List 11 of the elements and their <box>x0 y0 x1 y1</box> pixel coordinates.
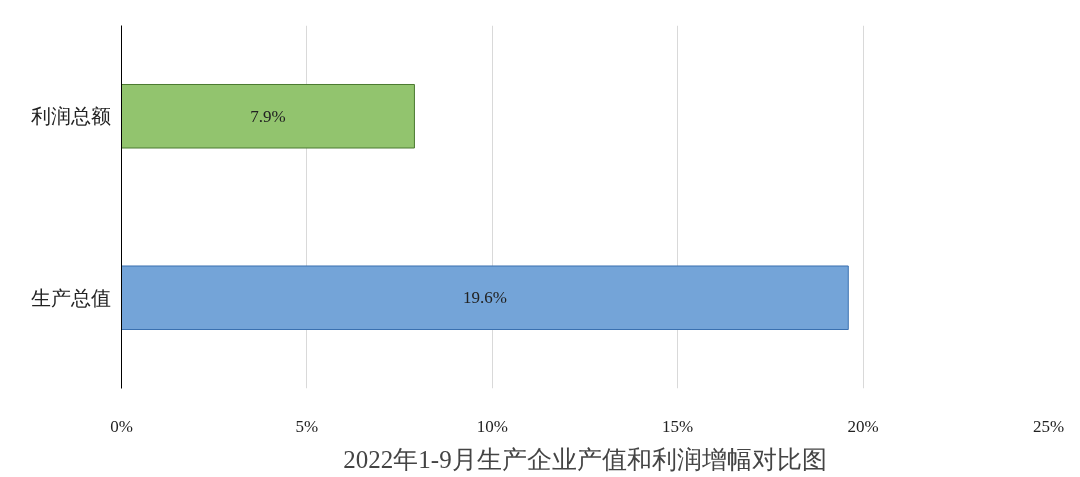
y-tick-label: 生产总值 <box>30 286 111 309</box>
x-tick-label: 15% <box>662 416 694 436</box>
x-tick-label: 0% <box>110 416 133 436</box>
data-label: 19.6% <box>462 288 507 308</box>
text: 2022年1-9月生产企业产值和利润增幅对比图 <box>343 445 827 473</box>
x-tick-label: 20% <box>847 416 879 436</box>
x-tick-label: 10% <box>476 416 508 436</box>
x-tick-label: 25% <box>1032 416 1065 436</box>
x-tick-label: 5% <box>295 416 319 436</box>
y-tick-label: 利润总额 <box>30 105 111 128</box>
data-label: 7.9% <box>250 106 286 126</box>
